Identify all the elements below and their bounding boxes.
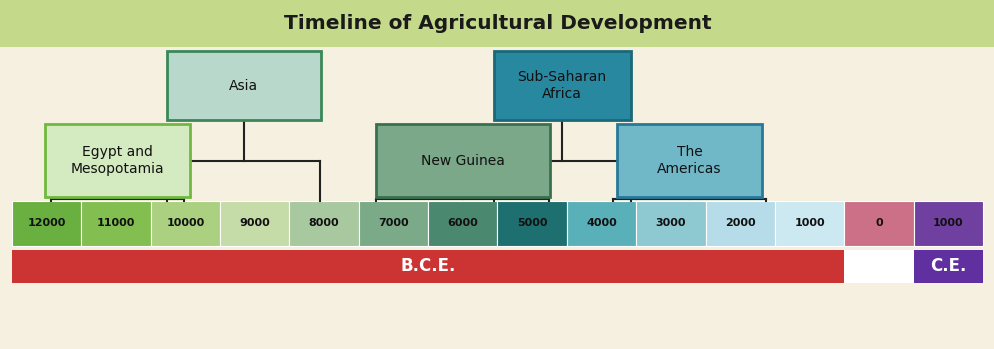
FancyBboxPatch shape — [150, 201, 220, 246]
Text: 10000: 10000 — [166, 218, 205, 228]
FancyBboxPatch shape — [844, 201, 912, 246]
Text: 9000: 9000 — [240, 218, 269, 228]
FancyBboxPatch shape — [497, 201, 567, 246]
FancyBboxPatch shape — [567, 201, 635, 246]
FancyBboxPatch shape — [166, 51, 320, 120]
FancyBboxPatch shape — [12, 250, 844, 283]
Text: Egypt and
Mesopotamia: Egypt and Mesopotamia — [71, 146, 164, 176]
Text: 1000: 1000 — [932, 218, 963, 228]
FancyBboxPatch shape — [616, 124, 761, 197]
Text: Asia: Asia — [229, 79, 258, 92]
Text: 2000: 2000 — [725, 218, 754, 228]
Text: B.C.E.: B.C.E. — [400, 257, 455, 275]
Text: 11000: 11000 — [96, 218, 135, 228]
FancyBboxPatch shape — [46, 124, 189, 197]
Text: 1000: 1000 — [793, 218, 824, 228]
Text: Sub-Saharan
Africa: Sub-Saharan Africa — [517, 70, 606, 101]
FancyBboxPatch shape — [912, 201, 982, 246]
FancyBboxPatch shape — [289, 201, 359, 246]
Text: 12000: 12000 — [28, 218, 66, 228]
Text: 4000: 4000 — [585, 218, 616, 228]
FancyBboxPatch shape — [12, 201, 82, 246]
FancyBboxPatch shape — [0, 0, 994, 47]
FancyBboxPatch shape — [493, 51, 630, 120]
FancyBboxPatch shape — [705, 201, 774, 246]
FancyBboxPatch shape — [376, 124, 549, 197]
Text: 5000: 5000 — [517, 218, 547, 228]
Text: New Guinea: New Guinea — [420, 154, 504, 168]
Text: 7000: 7000 — [378, 218, 409, 228]
FancyBboxPatch shape — [427, 201, 497, 246]
FancyBboxPatch shape — [220, 201, 289, 246]
FancyBboxPatch shape — [844, 250, 912, 283]
FancyBboxPatch shape — [359, 201, 427, 246]
Text: Timeline of Agricultural Development: Timeline of Agricultural Development — [283, 14, 711, 33]
FancyBboxPatch shape — [635, 201, 705, 246]
Text: 3000: 3000 — [655, 218, 686, 228]
FancyBboxPatch shape — [774, 201, 844, 246]
Text: 8000: 8000 — [308, 218, 339, 228]
Text: The
Americas: The Americas — [657, 146, 721, 176]
Text: C.E.: C.E. — [929, 257, 965, 275]
FancyBboxPatch shape — [82, 201, 150, 246]
Text: 0: 0 — [875, 218, 882, 228]
Text: 6000: 6000 — [447, 218, 478, 228]
FancyBboxPatch shape — [912, 250, 982, 283]
